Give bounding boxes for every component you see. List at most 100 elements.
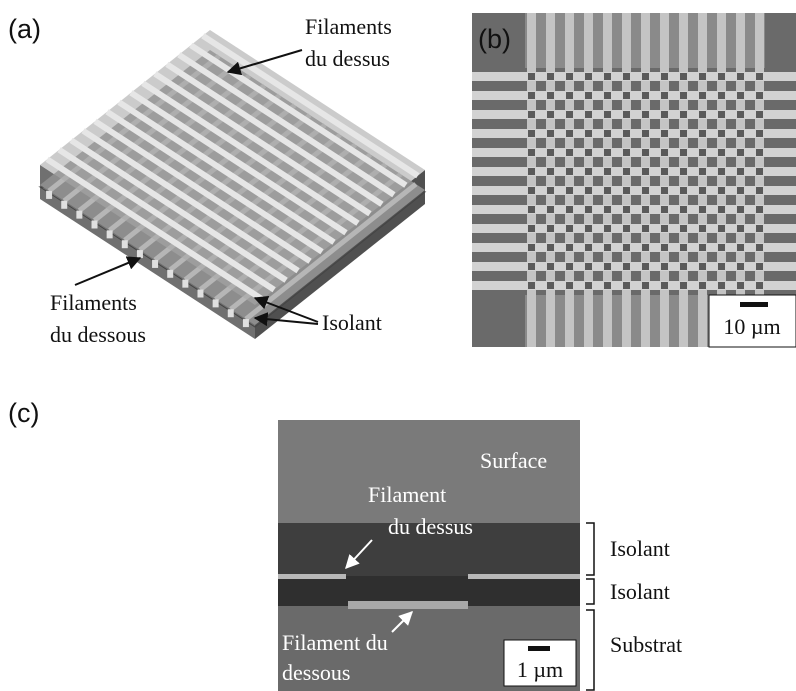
crossing (718, 73, 725, 80)
crossing (566, 168, 573, 175)
crossing (528, 225, 535, 232)
crossing (585, 282, 592, 289)
arrow (226, 49, 303, 76)
label: Filaments (50, 290, 137, 315)
crossing (680, 263, 687, 270)
crossing (604, 244, 611, 251)
crossing (642, 282, 649, 289)
crossing (756, 244, 763, 251)
crossing (680, 206, 687, 213)
vertical-filament (603, 13, 612, 347)
crossing (699, 244, 706, 251)
crossing (547, 187, 554, 194)
label: du dessus (305, 46, 390, 71)
filament-end (91, 220, 98, 229)
crossing (642, 206, 649, 213)
horizontal-filament (472, 186, 796, 195)
crossing (737, 263, 744, 270)
crossing (661, 149, 668, 156)
crossing (661, 168, 668, 175)
crossing (756, 168, 763, 175)
crossing (585, 130, 592, 137)
arrow (253, 312, 319, 327)
crossing (661, 111, 668, 118)
crossing (737, 187, 744, 194)
crossing (528, 111, 535, 118)
crossing (661, 73, 668, 80)
crossing (604, 92, 611, 99)
surface (278, 420, 580, 523)
horizontal-filament (472, 110, 796, 119)
crossing (604, 73, 611, 80)
crossing (756, 111, 763, 118)
crossing (661, 187, 668, 194)
horizontal-filament (472, 205, 796, 214)
label: Surface (480, 448, 547, 473)
crossing (547, 244, 554, 251)
crossing (756, 187, 763, 194)
crossing (604, 282, 611, 289)
crossing (680, 92, 687, 99)
crossing (756, 282, 763, 289)
crossing (680, 244, 687, 251)
crossing (547, 92, 554, 99)
horizontal-filament (472, 262, 796, 271)
crossing (699, 73, 706, 80)
crossing (623, 92, 630, 99)
filament-end (197, 289, 204, 298)
crossing (585, 149, 592, 156)
crossing (756, 263, 763, 270)
filament-end (152, 259, 159, 268)
crossing (737, 225, 744, 232)
crossing (623, 206, 630, 213)
crossing (566, 130, 573, 137)
crossing (623, 73, 630, 80)
horizontal-filament (472, 91, 796, 100)
crossing (661, 130, 668, 137)
filament-end (61, 200, 68, 209)
crossing (547, 263, 554, 270)
horizontal-filament (472, 281, 796, 290)
crossing (642, 244, 649, 251)
crossing (699, 149, 706, 156)
vertical-filament (546, 13, 555, 347)
filament-end (106, 230, 113, 239)
crossing (680, 225, 687, 232)
crossing (566, 225, 573, 232)
vertical-filament (584, 13, 593, 347)
arrow (74, 256, 142, 286)
crossing (718, 149, 725, 156)
crossing (604, 187, 611, 194)
crossing (642, 130, 649, 137)
crossing (528, 168, 535, 175)
horizontal-filament (472, 129, 796, 138)
panel-label: (a) (8, 14, 41, 44)
crossing (718, 206, 725, 213)
vertical-filament (527, 13, 536, 347)
top-filament (278, 574, 346, 579)
crossing (737, 206, 744, 213)
crossing (737, 130, 744, 137)
crossing (737, 111, 744, 118)
crossing (528, 92, 535, 99)
panel-label: (b) (478, 24, 511, 54)
panel-c (278, 420, 580, 691)
top-filament (141, 80, 360, 226)
crossing (547, 225, 554, 232)
label: Filament du (282, 630, 388, 655)
vertical-filament (717, 13, 726, 347)
crossing (585, 225, 592, 232)
label: dessous (282, 660, 350, 685)
crossing (566, 92, 573, 99)
label: du dessus (388, 514, 473, 539)
crossing (623, 130, 630, 137)
scale-bar (740, 302, 768, 307)
crossing (642, 187, 649, 194)
crossing (528, 187, 535, 194)
top-filament (165, 61, 384, 207)
bottom-filament (244, 182, 418, 322)
crossing (604, 206, 611, 213)
crossing (699, 225, 706, 232)
scale-box (708, 294, 796, 348)
crossing (585, 244, 592, 251)
